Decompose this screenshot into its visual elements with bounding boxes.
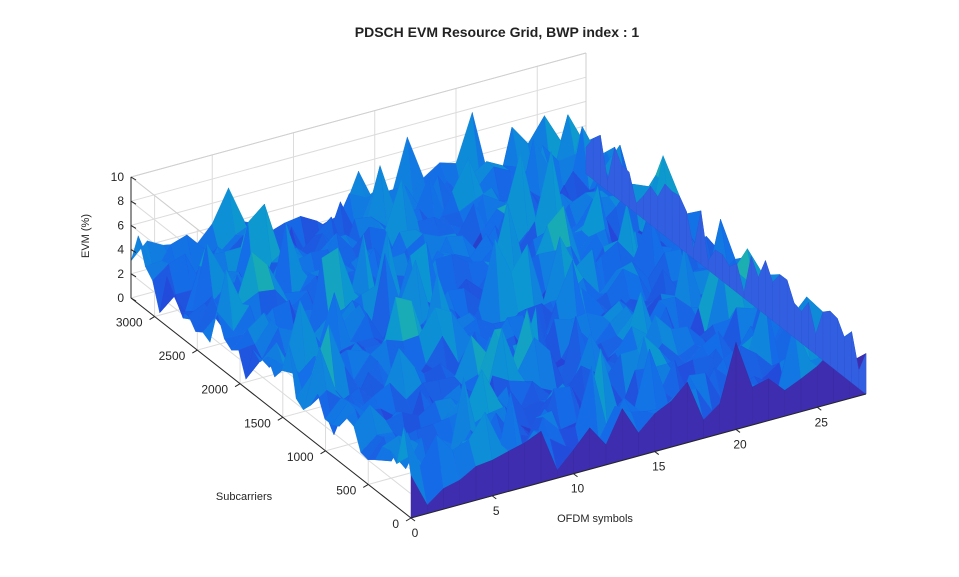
y-tick-mark bbox=[363, 483, 369, 488]
z-axis-label: EVM (%) bbox=[80, 214, 92, 258]
surface-skirt bbox=[779, 274, 788, 333]
surface-skirt bbox=[715, 249, 723, 282]
chart-title: PDSCH EVM Resource Grid, BWP index : 1 bbox=[355, 24, 640, 40]
surface-skirt bbox=[671, 191, 680, 248]
z-tick-mark bbox=[130, 200, 137, 205]
surface-skirt bbox=[508, 442, 525, 492]
surface-skirt bbox=[837, 318, 845, 378]
y-tick-label: 500 bbox=[336, 483, 356, 497]
surface-skirt bbox=[585, 138, 594, 181]
surface-skirt bbox=[844, 331, 852, 384]
surface-skirt bbox=[475, 459, 493, 501]
y-tick-mark bbox=[192, 349, 198, 354]
y-tick-label: 3000 bbox=[116, 316, 143, 330]
y-tick-label: 2000 bbox=[201, 383, 228, 397]
x-tick-label: 25 bbox=[815, 415, 829, 429]
x-tick-mark bbox=[735, 429, 741, 433]
surface-skirt bbox=[829, 310, 838, 372]
x-axis-line bbox=[410, 393, 867, 519]
z-tick-label: 6 bbox=[117, 218, 124, 232]
z-tick-mark bbox=[130, 176, 137, 181]
y-axis-line bbox=[130, 297, 412, 519]
evm-surface bbox=[130, 112, 867, 519]
surface-skirt bbox=[786, 279, 795, 339]
surface-skirt bbox=[765, 260, 773, 322]
x-tick-label: 10 bbox=[571, 482, 585, 496]
z-tick-mark bbox=[130, 224, 137, 229]
y-tick-mark bbox=[320, 450, 326, 455]
x-tick-mark bbox=[654, 451, 660, 455]
z-tick-label: 4 bbox=[117, 243, 124, 257]
axis-ticks: 0 5 10 15 20 25 0 500 1000 1500 2000 2500 3000 0 2 4 6 8 1… bbox=[111, 170, 867, 540]
z-tick-label: 8 bbox=[117, 194, 124, 208]
axes-box-edge bbox=[130, 52, 587, 178]
y-tick-label: 1000 bbox=[287, 450, 314, 464]
z-tick-mark bbox=[130, 249, 137, 254]
x-tick-mark bbox=[491, 495, 497, 500]
y-tick-mark bbox=[149, 316, 155, 320]
x-tick-mark bbox=[816, 406, 822, 411]
surface-skirt bbox=[822, 310, 831, 367]
y-axis-label: Subcarriers bbox=[216, 491, 273, 503]
x-tick-label: 15 bbox=[652, 460, 666, 474]
y-tick-label: 2500 bbox=[159, 349, 186, 363]
surface-skirt bbox=[621, 165, 630, 209]
z-tick-label: 0 bbox=[117, 291, 124, 305]
surface-skirt bbox=[664, 183, 673, 243]
y-tick-mark bbox=[405, 517, 412, 522]
z-tick-mark bbox=[130, 297, 137, 302]
x-tick-label: 0 bbox=[412, 526, 419, 540]
x-tick-mark bbox=[410, 517, 416, 522]
x-tick-label: 5 bbox=[493, 504, 500, 518]
x-tick-label: 20 bbox=[733, 437, 747, 451]
z-tick-label: 10 bbox=[111, 170, 125, 184]
x-tick-mark bbox=[573, 473, 578, 478]
surface-skirt bbox=[592, 134, 601, 186]
surface-skirt bbox=[679, 195, 687, 254]
x-axis-label: OFDM symbols bbox=[557, 513, 633, 525]
y-tick-label: 1500 bbox=[244, 416, 271, 430]
surface-skirt bbox=[772, 273, 781, 327]
z-tick-label: 2 bbox=[117, 267, 124, 281]
y-tick-mark bbox=[277, 416, 284, 421]
y-tick-label: 0 bbox=[392, 517, 399, 531]
z-tick-mark bbox=[130, 273, 137, 278]
y-tick-mark bbox=[234, 383, 241, 388]
